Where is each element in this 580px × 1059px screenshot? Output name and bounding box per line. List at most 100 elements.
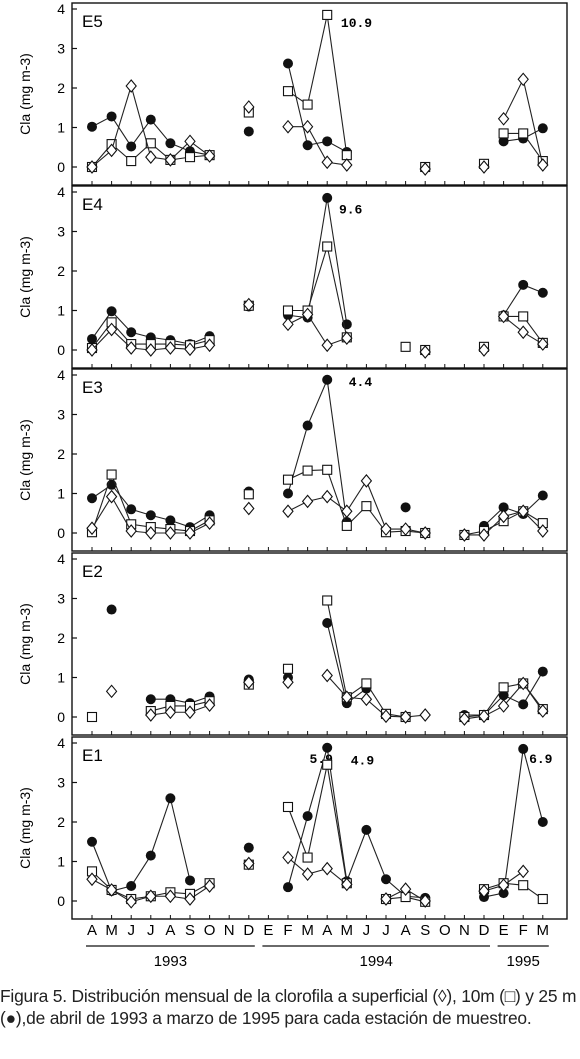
data-point [497,111,510,126]
data-point [125,79,137,93]
month-label: E [499,922,509,939]
data-point [497,309,510,324]
data-point [537,123,548,134]
y-axis-label: Cla (mg m-3) [17,419,33,501]
month-label: A [401,922,411,939]
data-point [145,708,157,722]
data-point [341,331,353,346]
data-point [321,861,333,876]
data-point [282,504,294,519]
station-title: E4 [82,195,103,214]
data-point [87,121,97,132]
data-point [537,287,548,298]
y-tick-label: 0 [57,342,65,358]
data-point [184,892,196,906]
y-tick-label: 4 [57,735,65,751]
chart-panel-e5: 0 1 2 3 4 Cla (mg m-3) E5 10.9 [17,1,568,186]
data-point [380,522,392,536]
y-tick-label: 4 [57,184,65,200]
data-point [282,305,294,316]
y-tick-label: 3 [57,775,65,791]
data-point [458,528,471,542]
data-point [302,852,313,863]
data-point [203,149,216,163]
peak-annotation: 9.6 [339,203,363,218]
y-axis-label: Cla (mg m-3) [17,53,33,135]
series-square [86,9,548,173]
data-point [400,502,411,513]
data-point [321,155,333,170]
figure-caption: Figura 5. Distribución mensual de la clo… [0,985,578,1029]
month-label: M [301,922,314,939]
series-line [483,882,544,900]
data-point [302,465,313,476]
data-point [518,311,529,322]
peak-annotation: 10.9 [341,16,372,31]
data-point [322,464,333,475]
data-point [322,595,333,606]
data-point [517,325,529,340]
data-point [243,126,254,137]
station-title: E1 [82,746,103,765]
data-point [341,158,353,172]
data-point [458,712,471,726]
data-point [184,705,196,720]
station-title: E2 [82,562,103,581]
data-point [145,510,156,521]
data-point [282,119,294,134]
data-point [537,817,548,827]
series-line [483,748,544,898]
data-point [497,509,510,524]
data-point [400,341,411,352]
month-label: N [224,922,235,939]
data-point [497,878,510,893]
data-point [380,892,392,906]
data-point [301,307,314,322]
y-tick-label: 1 [57,486,65,502]
data-point [282,675,294,690]
data-point [419,162,431,176]
data-point [518,279,529,290]
data-point [106,111,117,122]
y-tick-label: 1 [57,670,65,686]
data-point [165,793,176,804]
data-point [125,894,137,909]
y-tick-label: 4 [57,367,65,383]
y-axis-label: Cla (mg m-3) [17,603,33,685]
data-point [478,528,490,542]
series-line [91,796,191,892]
data-point [537,524,549,538]
series-line [287,377,348,523]
data-point [243,100,255,114]
data-point [537,666,548,677]
data-point [498,888,509,899]
y-tick-label: 4 [57,551,65,567]
panel-frame [71,552,568,736]
data-point [106,306,117,317]
data-point [86,872,98,887]
series-line [483,495,544,527]
data-point [518,880,529,891]
data-point [86,711,98,723]
data-point [243,842,254,853]
data-point [105,489,118,504]
data-point [478,709,490,724]
data-point [322,742,333,753]
data-point [145,138,156,149]
y-tick-label: 2 [57,80,65,96]
data-point [341,520,352,531]
y-tick-label: 2 [57,630,65,646]
data-point [478,884,490,898]
series-line [287,857,348,885]
y-tick-label: 3 [57,407,65,423]
series-line [287,764,348,884]
series-circle [87,374,548,533]
month-label: F [283,922,292,939]
data-point [498,502,509,513]
month-label: J [363,922,371,939]
y-tick-label: 2 [57,263,65,279]
data-point [518,128,529,139]
series-line [91,484,210,528]
data-point [86,521,98,536]
data-point [537,337,549,351]
